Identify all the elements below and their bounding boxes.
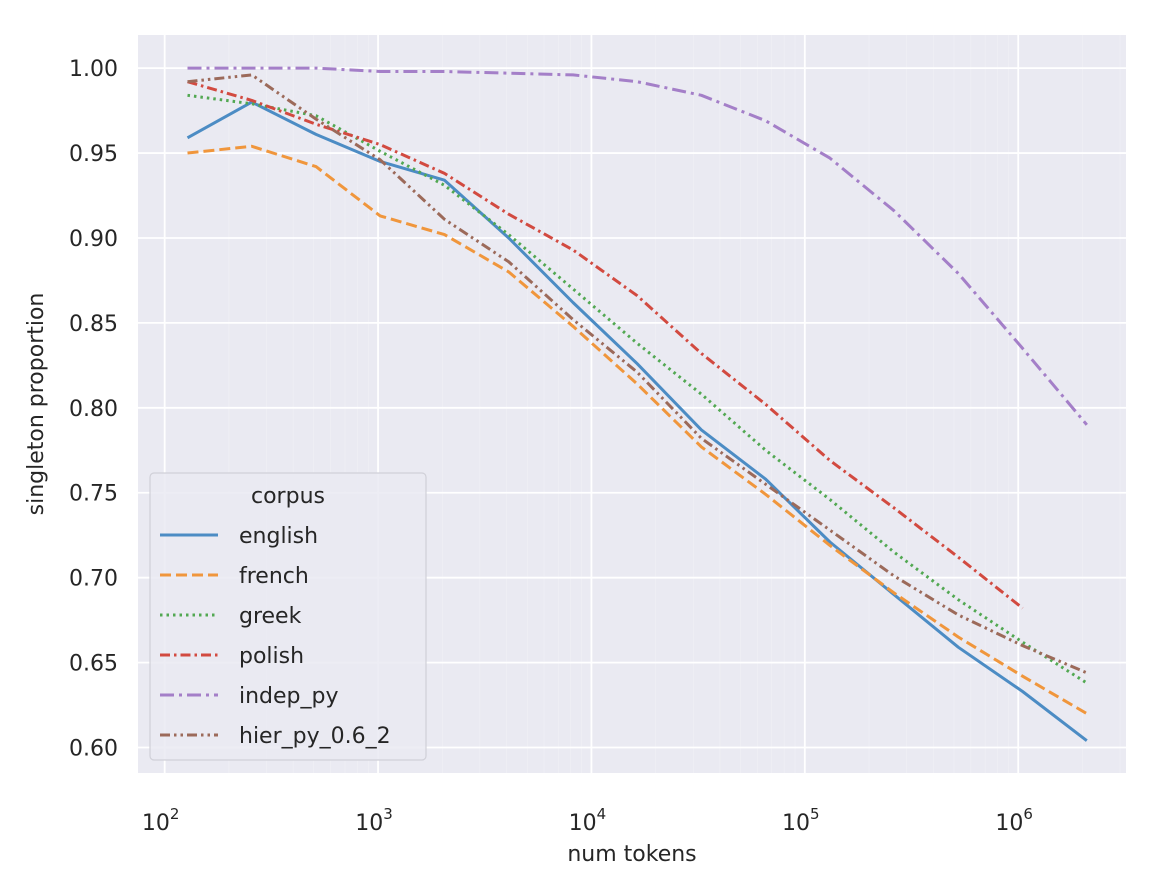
legend-item: indep_py — [160, 684, 339, 709]
legend-label: french — [239, 564, 309, 589]
y-tick-label: 0.85 — [69, 312, 118, 337]
series-line-hier-py-0-6-2 — [187, 73, 1088, 675]
legend-box — [149, 472, 427, 761]
legend-item: french — [160, 564, 309, 589]
x-tick-label: 103 — [355, 805, 393, 836]
legend: corpus english french greek polish indep_pyh… — [149, 472, 427, 761]
y-tick-label: 1.00 — [69, 57, 118, 82]
y-tick-label: 0.65 — [69, 652, 118, 677]
series-line-indep-py — [187, 66, 1088, 426]
y-tick-label: 0.75 — [69, 482, 118, 507]
legend-label: polish — [239, 644, 304, 669]
legend-item: english — [160, 524, 318, 549]
legend-item: greek — [160, 604, 302, 629]
y-tick-label: 0.80 — [69, 397, 118, 422]
y-tick-label: 0.70 — [69, 567, 118, 592]
series-line-english — [186, 100, 1088, 742]
series-line-greek — [187, 93, 1088, 685]
legend-label: hier_py_0.6_2 — [239, 724, 391, 749]
x-axis-ticks: 102 103 104 105 106 — [142, 805, 1033, 836]
y-axis-ticks: 0.60 0.65 0.70 0.75 0.80 0.85 0.90 0.95 1.00 — [69, 57, 118, 761]
legend-label: indep_py — [239, 684, 339, 709]
legend-item: polish — [160, 644, 304, 669]
y-tick-label: 0.90 — [69, 227, 118, 252]
y-axis-label: singleton proportion — [24, 293, 49, 516]
legend-title: corpus — [251, 484, 325, 509]
y-tick-label: 0.95 — [69, 142, 118, 167]
x-tick-label: 102 — [142, 805, 180, 836]
legend-label: english — [239, 524, 318, 549]
legend-item: hier_py_0.6_2 — [160, 724, 391, 749]
x-tick-label: 105 — [782, 805, 820, 836]
series-lines — [186, 66, 1088, 742]
y-tick-label: 0.60 — [69, 737, 118, 762]
x-axis-label: num tokens — [567, 842, 696, 867]
legend-label: greek — [239, 604, 302, 629]
x-tick-label: 106 — [995, 805, 1033, 836]
x-tick-label: 104 — [569, 805, 607, 836]
